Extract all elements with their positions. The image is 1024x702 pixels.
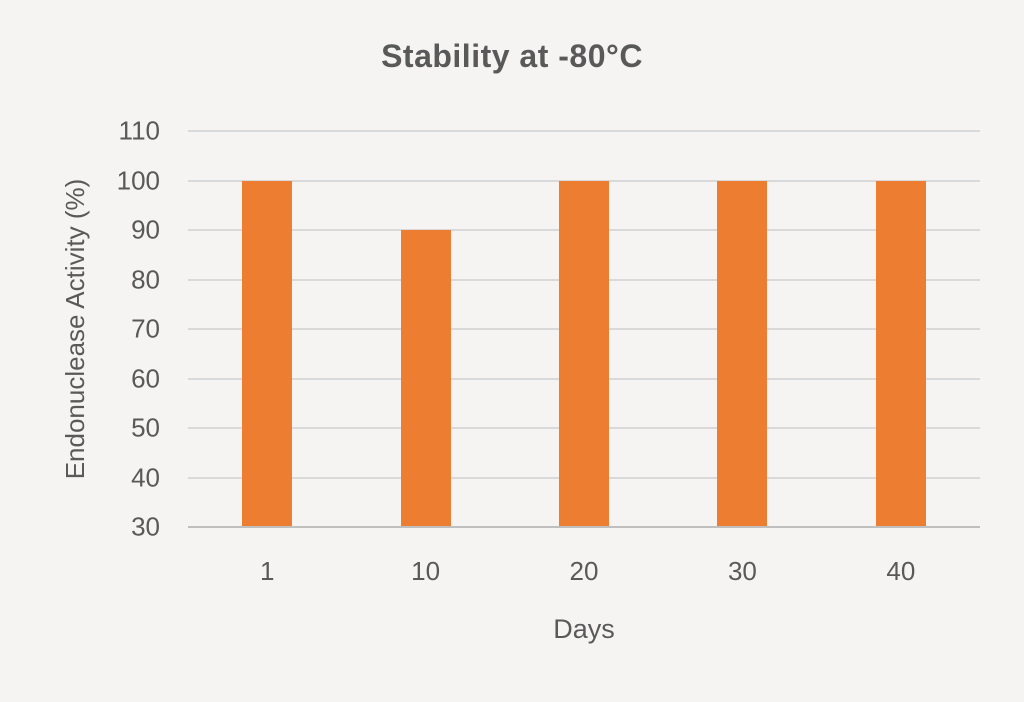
x-axis-line — [188, 526, 980, 528]
y-tick-label-70: 70 — [131, 313, 160, 344]
bar-series — [188, 131, 980, 527]
bar-day-1 — [242, 180, 293, 527]
y-tick-label-90: 90 — [131, 214, 160, 245]
x-axis-title: Days — [553, 614, 615, 644]
x-tick-label-30: 30 — [727, 556, 757, 586]
y-tick-label-50: 50 — [131, 412, 160, 443]
gridline-110 — [188, 130, 980, 132]
x-tick-label-20: 20 — [569, 556, 599, 586]
x-tick-label-10: 10 — [411, 556, 441, 586]
x-axis-tick-labels: 1 10 20 30 40 — [188, 556, 980, 587]
y-tick-label-80: 80 — [131, 264, 160, 294]
bar-day-10 — [400, 230, 451, 527]
y-tick-label-100: 100 — [116, 165, 160, 195]
chart-title: Stability at -80°C — [381, 38, 643, 74]
bar-day-30 — [717, 180, 768, 527]
bar-slot-30 — [663, 131, 821, 527]
y-tick-label-30: 30 — [131, 511, 160, 542]
bar-slot-40 — [822, 131, 980, 527]
bar-day-20 — [559, 180, 610, 527]
bar-slot-20 — [505, 131, 663, 527]
bar-slot-10 — [346, 131, 504, 527]
bar-day-40 — [875, 180, 926, 527]
y-axis-tick-labels: 30 40 50 60 70 80 90 100 110 — [0, 116, 160, 542]
y-tick-label-110: 110 — [118, 115, 160, 146]
x-tick-label-40: 40 — [886, 556, 916, 586]
x-tick-label-1: 1 — [259, 556, 275, 586]
y-tick-label-60: 60 — [131, 363, 160, 393]
y-tick-label-40: 40 — [131, 462, 160, 492]
plot-area — [188, 130, 980, 528]
bar-slot-1 — [188, 131, 346, 527]
